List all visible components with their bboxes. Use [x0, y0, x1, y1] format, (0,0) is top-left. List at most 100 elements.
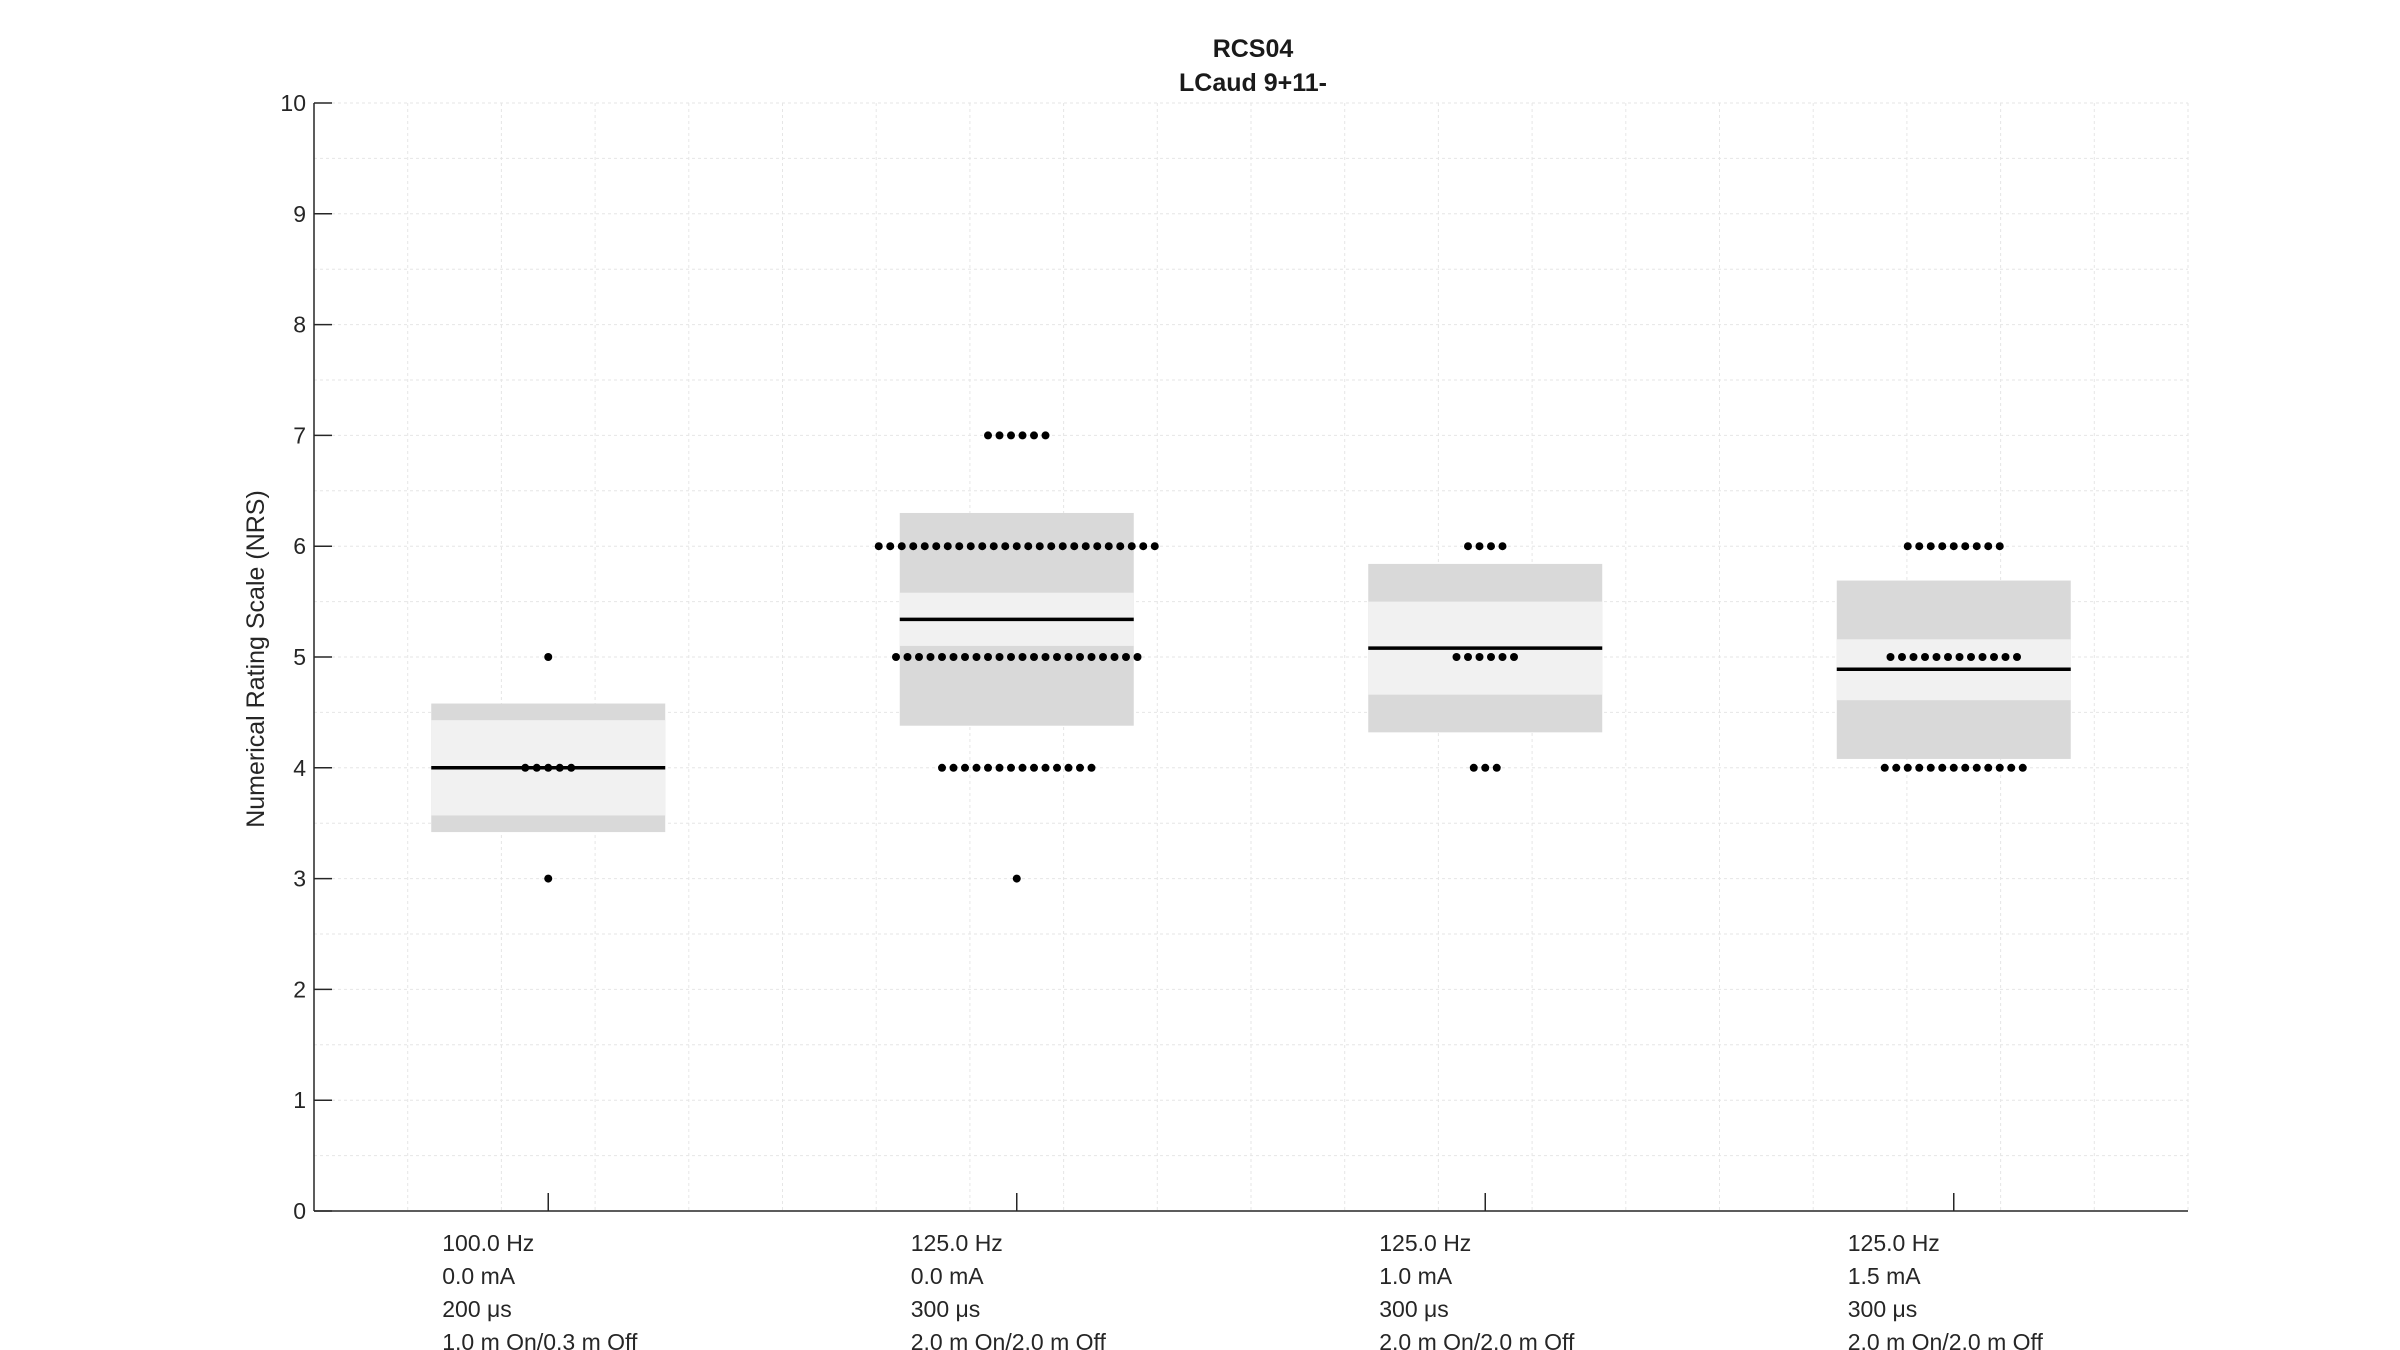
data-point: [972, 653, 981, 661]
y-tick-label: 8: [293, 312, 306, 338]
data-point: [1892, 763, 1901, 772]
data-point: [961, 763, 969, 772]
category-label-line: 2.0 m On/2.0 m Off: [1379, 1329, 1575, 1350]
category-label-line: 125.0 Hz: [1379, 1230, 1471, 1256]
data-point: [1972, 763, 1981, 772]
data-point: [1035, 542, 1044, 551]
y-tick-labels: 0 1 2 3 4 5 6 7 8 9 10: [280, 90, 306, 1224]
data-point: [555, 763, 564, 772]
y-axis-label: Numerical Rating Scale (NRS): [242, 490, 270, 828]
data-point: [1047, 542, 1056, 551]
data-points: [521, 431, 2027, 883]
data-point: [1949, 763, 1958, 772]
data-point: [1464, 542, 1472, 551]
data-point: [1886, 653, 1895, 661]
data-point: [984, 653, 992, 661]
data-point: [1961, 542, 1970, 551]
data-point: [886, 542, 895, 551]
data-point: [955, 542, 964, 551]
data-point: [1967, 653, 1975, 661]
category-label-line: 0.0 mA: [442, 1263, 516, 1289]
data-point: [932, 542, 941, 551]
data-point: [995, 431, 1004, 440]
data-point: [938, 653, 946, 661]
data-point: [2007, 763, 2016, 772]
category-label-line: 300 μs: [1379, 1296, 1449, 1322]
data-point: [915, 653, 923, 661]
data-point: [1978, 653, 1987, 661]
category-label-line: 2.0 m On/2.0 m Off: [911, 1329, 1107, 1350]
data-point: [874, 542, 883, 551]
data-point: [1024, 542, 1033, 551]
data-point: [532, 763, 541, 772]
category-label-line: 200 μs: [442, 1296, 512, 1322]
data-point: [1481, 763, 1490, 772]
category-label-line: 1.0 m On/0.3 m Off: [442, 1329, 638, 1350]
data-point: [1492, 763, 1501, 772]
axes: [313, 102, 2188, 1212]
data-point: [1041, 653, 1050, 661]
data-point: [1469, 763, 1478, 772]
data-point: [1949, 542, 1958, 551]
data-point: [1053, 763, 1061, 772]
data-point: [1961, 763, 1970, 772]
data-point: [1127, 542, 1136, 551]
data-point: [978, 542, 987, 551]
data-point: [1452, 653, 1461, 661]
data-point: [1475, 542, 1484, 551]
y-tick-label: 9: [293, 201, 306, 227]
data-point: [1150, 542, 1159, 551]
category-label-line: 0.0 mA: [911, 1263, 985, 1289]
category-label-line: 300 μs: [1848, 1296, 1918, 1322]
data-point: [1944, 653, 1952, 661]
data-point: [567, 763, 576, 772]
data-point: [920, 542, 929, 551]
data-point: [1087, 763, 1096, 772]
data-point: [1880, 763, 1889, 772]
y-tick-label: 1: [293, 1087, 306, 1113]
y-tick-label: 4: [293, 755, 306, 781]
data-point: [1007, 763, 1015, 772]
data-point: [909, 542, 918, 551]
chart-subtitle: LCaud 9+11-: [1179, 69, 1327, 97]
data-point: [1487, 653, 1495, 661]
data-point: [1510, 653, 1518, 661]
data-point: [1041, 763, 1050, 772]
data-point: [989, 542, 998, 551]
chart-title: RCS04: [1213, 35, 1294, 63]
data-point: [1104, 542, 1113, 551]
data-point: [903, 653, 912, 661]
data-point: [949, 763, 958, 772]
data-point: [1498, 542, 1507, 551]
data-point: [1012, 874, 1021, 883]
category-labels: 100.0 Hz 0.0 mA 200 μs 1.0 m On/0.3 m Off 12…: [442, 1230, 2043, 1350]
data-point: [949, 653, 958, 661]
data-point: [1938, 542, 1947, 551]
data-point: [1133, 653, 1142, 661]
y-tick-label: 6: [293, 533, 306, 559]
data-point: [1018, 431, 1027, 440]
data-point: [1139, 542, 1148, 551]
data-point: [943, 542, 952, 551]
data-point: [892, 653, 900, 661]
data-point: [1990, 653, 1998, 661]
data-point: [926, 653, 935, 661]
data-point: [938, 763, 946, 772]
data-point: [1007, 431, 1015, 440]
data-point: [984, 431, 992, 440]
category-label-line: 100.0 Hz: [442, 1230, 534, 1256]
data-point: [897, 542, 906, 551]
data-point: [1122, 653, 1130, 661]
data-point: [1081, 542, 1090, 551]
data-point: [544, 874, 553, 883]
data-point: [1921, 653, 1929, 661]
data-point: [1995, 763, 2004, 772]
category-label-line: 300 μs: [911, 1296, 981, 1322]
y-tick-label: 5: [293, 644, 306, 670]
data-point: [1041, 431, 1050, 440]
data-point: [1053, 653, 1061, 661]
data-point: [1972, 542, 1981, 551]
category-label-line: 125.0 Hz: [1848, 1230, 1940, 1256]
y-tick-label: 0: [293, 1198, 306, 1224]
data-point: [1070, 542, 1079, 551]
